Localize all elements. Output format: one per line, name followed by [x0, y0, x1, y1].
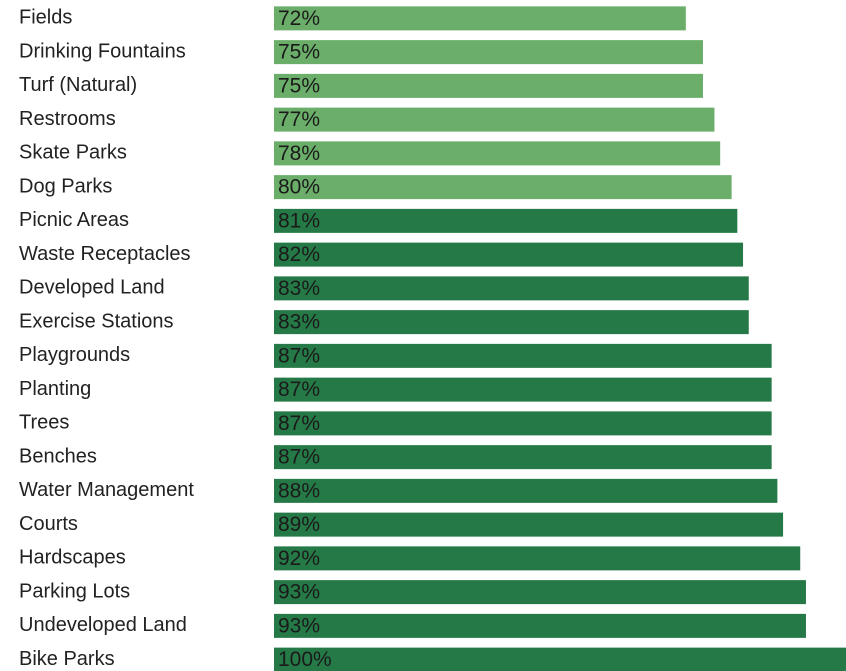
- bar: [274, 40, 703, 65]
- category-label: Hardscapes: [19, 547, 126, 569]
- bar: [274, 546, 801, 571]
- category-label: Benches: [19, 445, 97, 467]
- value-label: 80%: [278, 176, 320, 199]
- value-label: 87%: [278, 412, 320, 435]
- bar: [274, 208, 738, 233]
- category-label: Waste Receptacles: [19, 243, 191, 265]
- bar: [274, 411, 772, 436]
- bar: [274, 512, 784, 537]
- category-label: Planting: [19, 378, 91, 400]
- value-label: 78%: [278, 142, 320, 165]
- value-label: 88%: [278, 479, 320, 502]
- value-label: 87%: [278, 344, 320, 367]
- value-label: 81%: [278, 209, 320, 232]
- bar: [274, 73, 703, 98]
- value-label: 92%: [278, 547, 320, 570]
- bar: [274, 343, 772, 368]
- value-label: 75%: [278, 74, 320, 97]
- category-label: Fields: [19, 7, 72, 29]
- value-label: 87%: [278, 446, 320, 469]
- category-label: Restrooms: [19, 108, 116, 130]
- value-label: 83%: [278, 311, 320, 334]
- bar: [274, 613, 806, 638]
- category-label: Courts: [19, 513, 78, 535]
- category-label: Undeveloped Land: [19, 614, 187, 636]
- category-label: Parking Lots: [19, 580, 130, 602]
- bar: [274, 107, 715, 132]
- value-label: 82%: [278, 243, 320, 266]
- bar: [274, 478, 778, 503]
- category-label: Water Management: [19, 479, 194, 501]
- bar: [274, 175, 732, 200]
- bar: [274, 242, 744, 267]
- bar: [274, 647, 846, 671]
- category-label: Playgrounds: [19, 344, 130, 366]
- value-label: 87%: [278, 378, 320, 401]
- value-label: 72%: [278, 7, 320, 30]
- bar: [274, 580, 806, 605]
- value-label: 89%: [278, 513, 320, 536]
- category-label: Trees: [19, 412, 69, 434]
- category-label: Bike Parks: [19, 648, 115, 670]
- value-label: 75%: [278, 41, 320, 64]
- value-label: 77%: [278, 108, 320, 131]
- bar: [274, 141, 721, 166]
- bar: [274, 6, 686, 31]
- value-label: 93%: [278, 614, 320, 637]
- value-label: 100%: [278, 648, 332, 671]
- category-label: Turf (Natural): [19, 74, 137, 96]
- category-label: Drinking Fountains: [19, 40, 186, 62]
- bar: [274, 445, 772, 470]
- category-label: Exercise Stations: [19, 310, 174, 332]
- bar: [274, 310, 749, 335]
- value-label: 83%: [278, 277, 320, 300]
- category-label: Skate Parks: [19, 142, 127, 164]
- bar: [274, 276, 749, 301]
- bar: [274, 377, 772, 402]
- value-label: 93%: [278, 581, 320, 604]
- category-label: Developed Land: [19, 277, 165, 299]
- category-label: Dog Parks: [19, 175, 112, 197]
- category-label: Picnic Areas: [19, 209, 129, 231]
